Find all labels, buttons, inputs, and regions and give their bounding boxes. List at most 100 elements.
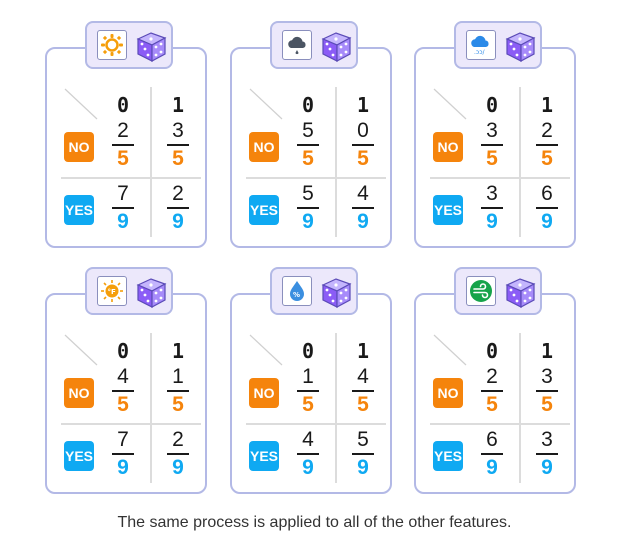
no-label: NO: [64, 132, 94, 162]
grid-line: [335, 333, 337, 483]
diagonal-divider: [249, 88, 283, 120]
denominator: 9: [117, 210, 129, 233]
grid-line: [246, 177, 386, 179]
numerator: 3: [541, 428, 553, 451]
denominator: 9: [357, 456, 369, 479]
denominator: 9: [172, 210, 184, 233]
denominator: 5: [541, 393, 553, 416]
column-header-0: 0: [485, 339, 499, 363]
column-header-0: 0: [301, 93, 315, 117]
numerator: 2: [172, 428, 184, 451]
denominator: 5: [357, 393, 369, 416]
yes-label: YES: [433, 195, 463, 225]
thermometer-sun-icon: °F: [101, 280, 123, 302]
denominator: 5: [357, 147, 369, 170]
dice-icon: [321, 278, 352, 309]
numerator: 4: [117, 365, 129, 388]
denominator: 9: [117, 456, 129, 479]
denominator: 9: [486, 456, 498, 479]
column-header-0: 0: [116, 339, 130, 363]
numerator: 7: [117, 182, 129, 205]
denominator: 9: [541, 456, 553, 479]
grid-line: [335, 87, 337, 237]
numerator: 7: [117, 428, 129, 451]
no-label: NO: [433, 132, 463, 162]
grid-line: [519, 87, 521, 237]
denominator: 5: [117, 393, 129, 416]
grid-line: [61, 177, 201, 179]
caption: The same process is applied to all of th…: [117, 514, 512, 531]
column-header-0: 0: [485, 93, 499, 117]
numerator: 3: [486, 119, 498, 142]
diagonal-divider: [433, 88, 467, 120]
denominator: 9: [486, 210, 498, 233]
denominator: 5: [486, 147, 498, 170]
diagonal-divider: [64, 334, 98, 366]
yes-label: YES: [64, 441, 94, 471]
denominator: 5: [541, 147, 553, 170]
numerator: 3: [541, 365, 553, 388]
no-label: NO: [64, 378, 94, 408]
feature-tab: [85, 21, 173, 69]
wind-icon: [470, 280, 492, 302]
yes-label: YES: [249, 195, 279, 225]
numerator: 2: [172, 182, 184, 205]
column-header-1: 1: [540, 339, 554, 363]
numerator: 6: [541, 182, 553, 205]
feature-icon-box: %: [282, 276, 312, 306]
column-header-1: 1: [540, 93, 554, 117]
numerator: 4: [302, 428, 314, 451]
dice-icon: [136, 32, 167, 63]
denominator: 9: [172, 456, 184, 479]
numerator: 4: [357, 365, 369, 388]
grid-line: [430, 177, 570, 179]
denominator: 9: [357, 210, 369, 233]
numerator: 1: [172, 365, 184, 388]
grid-line: [150, 87, 152, 237]
svg-text:°F: °F: [108, 288, 117, 296]
denominator: 5: [172, 147, 184, 170]
column-header-1: 1: [171, 93, 185, 117]
column-header-1: 1: [356, 339, 370, 363]
denominator: 9: [302, 456, 314, 479]
dice-icon: [136, 278, 167, 309]
grid-line: [519, 333, 521, 483]
no-label: NO: [249, 378, 279, 408]
svg-text:.ͻͻ/: .ͻͻ/: [474, 49, 485, 56]
denominator: 9: [302, 210, 314, 233]
cloud-rain-icon: [288, 36, 306, 55]
yes-label: YES: [249, 441, 279, 471]
numerator: 5: [302, 182, 314, 205]
feature-tab: [454, 267, 542, 315]
column-header-0: 0: [301, 339, 315, 363]
feature-tab: [270, 21, 358, 69]
numerator: 2: [541, 119, 553, 142]
column-header-1: 1: [171, 339, 185, 363]
yes-label: YES: [64, 195, 94, 225]
feature-icon-box: [466, 276, 496, 306]
grid-line: [150, 333, 152, 483]
feature-icon-box: [97, 30, 127, 60]
feature-tab: %: [270, 267, 358, 315]
humidity-drop-icon: %: [290, 281, 304, 301]
dice-icon: [505, 32, 536, 63]
